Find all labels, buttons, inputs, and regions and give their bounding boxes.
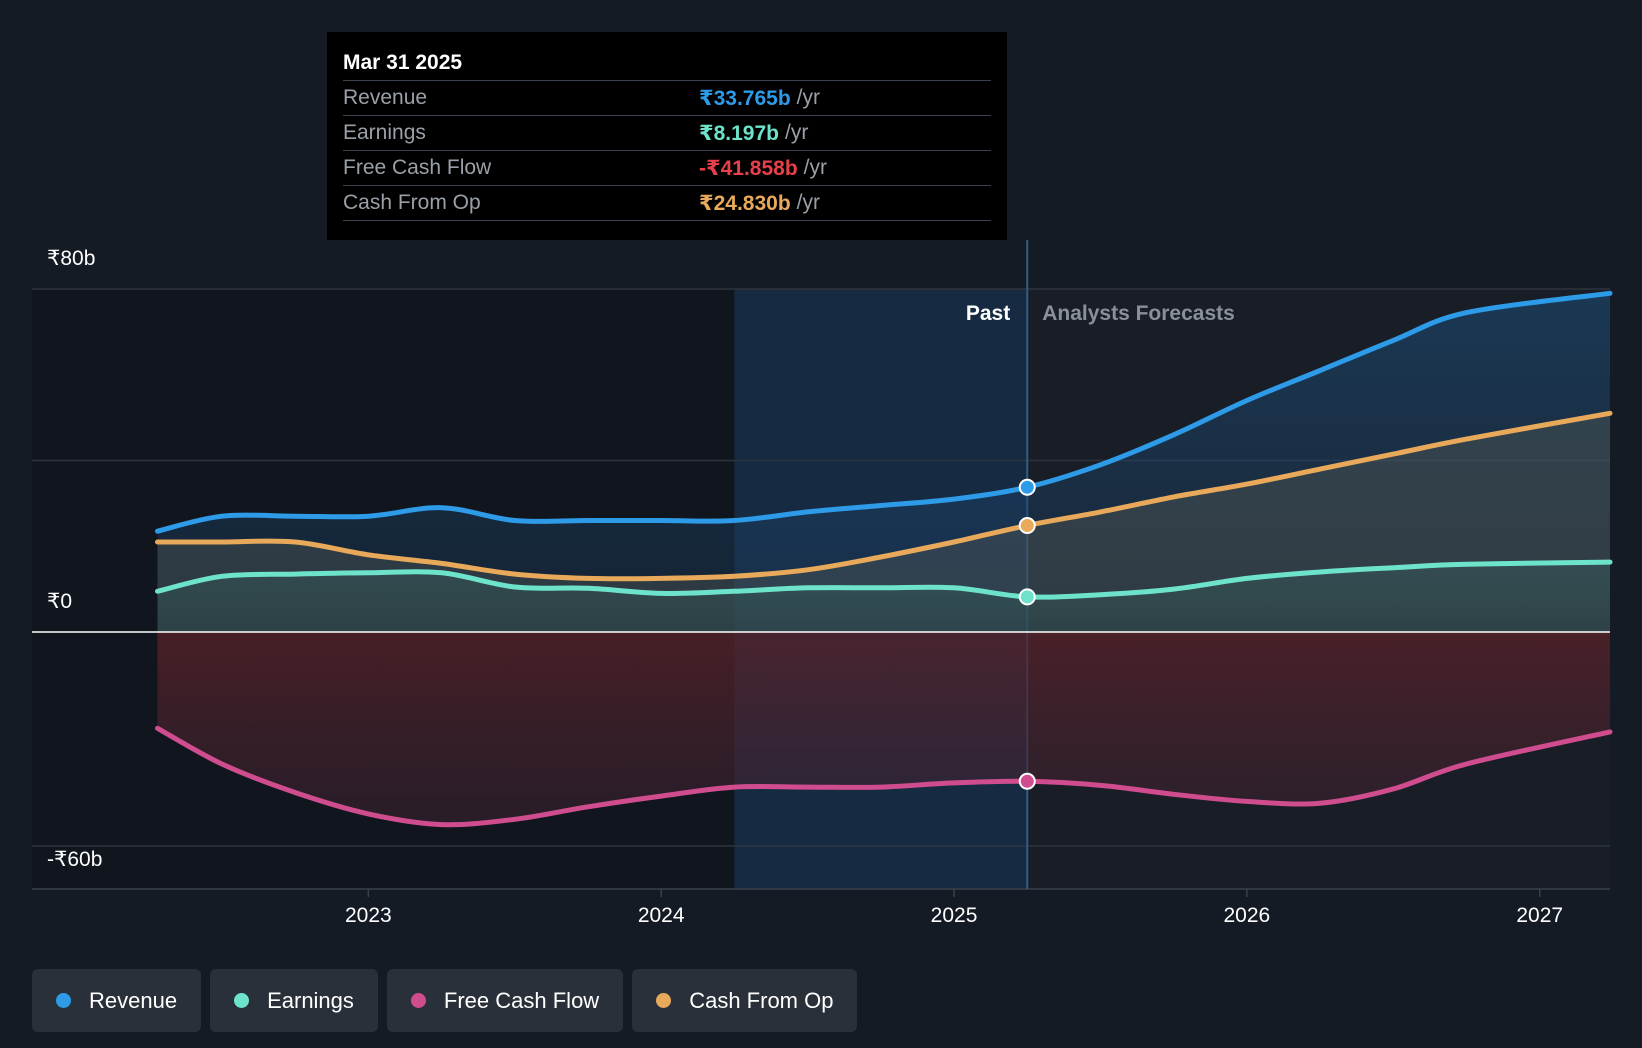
free-cash-flow-dot-icon: [410, 993, 426, 1008]
y-tick-label: ₹0: [47, 590, 72, 613]
tooltip: Mar 31 2025 Revenue ₹33.765b /yr Earning…: [327, 32, 1007, 240]
cash-from-op-point: [1018, 517, 1036, 535]
cash-from-op-dot-icon: [656, 993, 672, 1008]
tooltip-date: Mar 31 2025: [343, 51, 463, 74]
legend-item-earnings[interactable]: Earnings: [210, 969, 378, 1032]
free-cash-flow-point: [1018, 772, 1036, 790]
tooltip-unit: /yr: [803, 156, 827, 179]
legend-label: Earnings: [267, 987, 354, 1013]
legend-item-free-cash-flow[interactable]: Free Cash Flow: [386, 969, 624, 1032]
x-tick-label: 2025: [931, 904, 978, 927]
x-tick-label: 2027: [1516, 904, 1563, 927]
legend: Revenue Earnings Free Cash Flow Cash Fro…: [32, 969, 858, 1032]
tooltip-value: ₹33.765b: [699, 86, 791, 110]
tooltip-label: Cash From Op: [343, 191, 481, 214]
earnings-line: [155, 559, 1613, 600]
cash-from-op-line: [155, 410, 1613, 582]
revenue-dot-icon: [56, 993, 71, 1008]
revenue-point: [1018, 478, 1036, 496]
tooltip-row-earnings: Earnings ₹8.197b /yr: [343, 115, 991, 150]
x-tick-label: 2024: [638, 904, 685, 927]
legend-item-revenue[interactable]: Revenue: [32, 969, 202, 1032]
tooltip-unit: /yr: [796, 191, 820, 214]
tooltip-row-free-cash-flow: Free Cash Flow -₹41.858b /yr: [343, 150, 991, 185]
legend-label: Cash From Op: [689, 987, 834, 1013]
tooltip-row-revenue: Revenue ₹33.765b /yr: [343, 80, 991, 115]
tooltip-value: ₹8.197b: [699, 121, 779, 145]
tooltip-value: ₹24.830b: [699, 191, 791, 215]
legend-label: Free Cash Flow: [443, 987, 600, 1013]
revenue-line: [155, 290, 1613, 534]
legend-label: Revenue: [89, 987, 178, 1013]
free-cash-flow-line: [155, 725, 1613, 828]
earnings-point: [1018, 588, 1036, 606]
tooltip-unit: /yr: [796, 86, 820, 109]
tooltip-label: Revenue: [343, 86, 428, 109]
tooltip-label: Earnings: [343, 121, 426, 144]
y-tick-label: ₹80b: [47, 247, 95, 270]
y-tick-label: -₹60b: [47, 848, 102, 871]
x-tick-label: 2023: [345, 904, 392, 927]
legend-item-cash-from-op[interactable]: Cash From Op: [632, 969, 858, 1032]
tooltip-unit: /yr: [785, 121, 809, 144]
tooltip-label: Free Cash Flow: [343, 156, 492, 179]
tooltip-value: -₹41.858b: [699, 156, 798, 180]
forecast-label: Analysts Forecasts: [1042, 302, 1235, 325]
past-label: Past: [966, 302, 1010, 325]
free-cash-flow-area: [157, 632, 1610, 825]
x-tick-label: 2026: [1224, 904, 1271, 927]
earnings-dot-icon: [234, 993, 250, 1008]
tooltip-row-cash-from-op: Cash From Op ₹24.830b /yr: [343, 185, 991, 221]
